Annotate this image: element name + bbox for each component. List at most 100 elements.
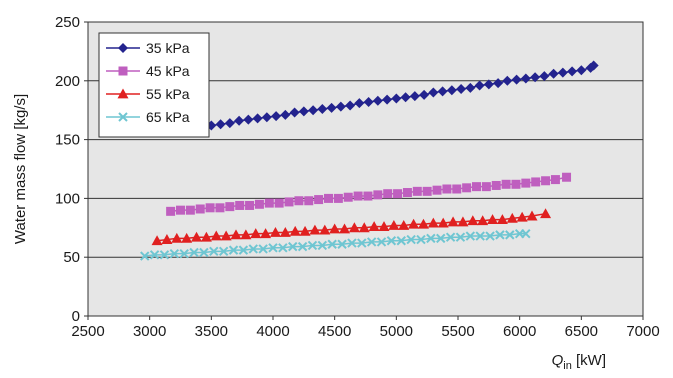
data-point: [348, 222, 360, 233]
data-point: [457, 216, 469, 227]
data-point: [345, 100, 356, 111]
data-point: [304, 196, 314, 206]
data-point: [436, 233, 446, 244]
data-point: [151, 235, 163, 246]
y-tick-label: 50: [63, 249, 80, 266]
data-point: [386, 236, 397, 246]
data-point: [298, 106, 309, 117]
x-axis-label-subscript: in: [563, 360, 572, 372]
legend-items: 35 kPa 45 kPa 55 kPa 65 kPa: [106, 40, 190, 125]
data-point: [274, 198, 284, 208]
data-point: [354, 98, 365, 109]
data-point: [416, 234, 426, 245]
data-point: [307, 240, 318, 251]
data-point: [412, 186, 422, 196]
data-point: [422, 186, 432, 196]
data-point: [250, 228, 262, 239]
data-point: [327, 239, 337, 249]
data-point: [474, 80, 485, 91]
x-tick-label: 4500: [318, 323, 351, 340]
data-point: [335, 101, 346, 112]
data-point: [465, 82, 476, 93]
data-point: [185, 205, 195, 215]
legend-label: 45 kPa: [146, 63, 190, 79]
data-point: [567, 66, 578, 77]
data-point: [176, 205, 185, 215]
data-point: [314, 195, 324, 205]
data-point: [353, 191, 363, 201]
data-point: [280, 109, 291, 120]
data-point: [181, 232, 193, 243]
data-point: [408, 218, 420, 229]
data-point: [195, 204, 205, 214]
data-point: [363, 96, 374, 107]
data-point: [437, 86, 448, 97]
legend-label: 35 kPa: [146, 40, 190, 56]
legend-item: 45 kPa: [106, 63, 190, 79]
data-point: [475, 231, 485, 241]
data-point: [159, 250, 170, 260]
x-tick-label: 5000: [380, 323, 413, 340]
data-point: [248, 244, 258, 254]
data-point: [252, 113, 263, 124]
x-axis-label: Qin [kW]: [552, 352, 606, 372]
data-point: [297, 241, 308, 252]
data-point: [501, 179, 511, 189]
data-point: [199, 247, 209, 258]
series-line: [156, 212, 546, 242]
data-point: [234, 115, 245, 126]
data-point: [428, 87, 439, 98]
y-tick-label: 200: [55, 73, 80, 90]
tick-labels: 0 50 100 150 200 250 2500 3000 3500 4000 4500 5000 5…: [55, 14, 660, 340]
data-point: [357, 238, 367, 248]
data-point: [452, 184, 462, 194]
data-point: [205, 203, 215, 213]
data-point: [388, 219, 400, 230]
data-point: [383, 189, 393, 199]
data-point: [400, 92, 411, 103]
legend-marker: [118, 43, 128, 53]
data-point: [467, 215, 479, 226]
data-point: [284, 197, 294, 207]
data-point: [372, 95, 383, 106]
data-point: [228, 245, 239, 255]
legend-label: 55 kPa: [146, 86, 190, 102]
data-point: [378, 221, 390, 232]
data-point: [398, 219, 410, 230]
data-point: [261, 112, 272, 123]
data-point: [511, 74, 522, 85]
data-point: [540, 208, 552, 219]
data-point: [456, 84, 467, 95]
legend-box: [98, 32, 210, 138]
data-point: [521, 228, 531, 239]
data-point: [319, 224, 331, 235]
data-point: [506, 212, 518, 223]
data-point: [402, 188, 412, 198]
data-point: [215, 203, 225, 213]
x-tick-label: 6500: [565, 323, 598, 340]
data-point: [511, 179, 521, 189]
data-point: [337, 239, 347, 249]
data-point: [200, 231, 212, 242]
data-point: [516, 211, 528, 222]
data-point: [393, 189, 403, 199]
data-point: [427, 217, 439, 228]
data-point: [347, 238, 357, 248]
y-tick-label: 0: [72, 308, 80, 325]
data-point: [576, 65, 587, 76]
data-point: [140, 251, 150, 261]
y-tick-label: 150: [55, 132, 80, 149]
data-point: [562, 172, 572, 182]
data-point: [258, 244, 268, 254]
data-point: [432, 185, 442, 195]
data-point: [225, 202, 235, 212]
data-point: [406, 234, 416, 245]
data-point: [209, 246, 219, 257]
data-point: [317, 240, 328, 251]
data-point: [391, 93, 402, 104]
x-tick-label: 4000: [256, 323, 289, 340]
data-point: [179, 248, 189, 259]
data-point: [343, 192, 353, 202]
data-point: [245, 200, 255, 210]
